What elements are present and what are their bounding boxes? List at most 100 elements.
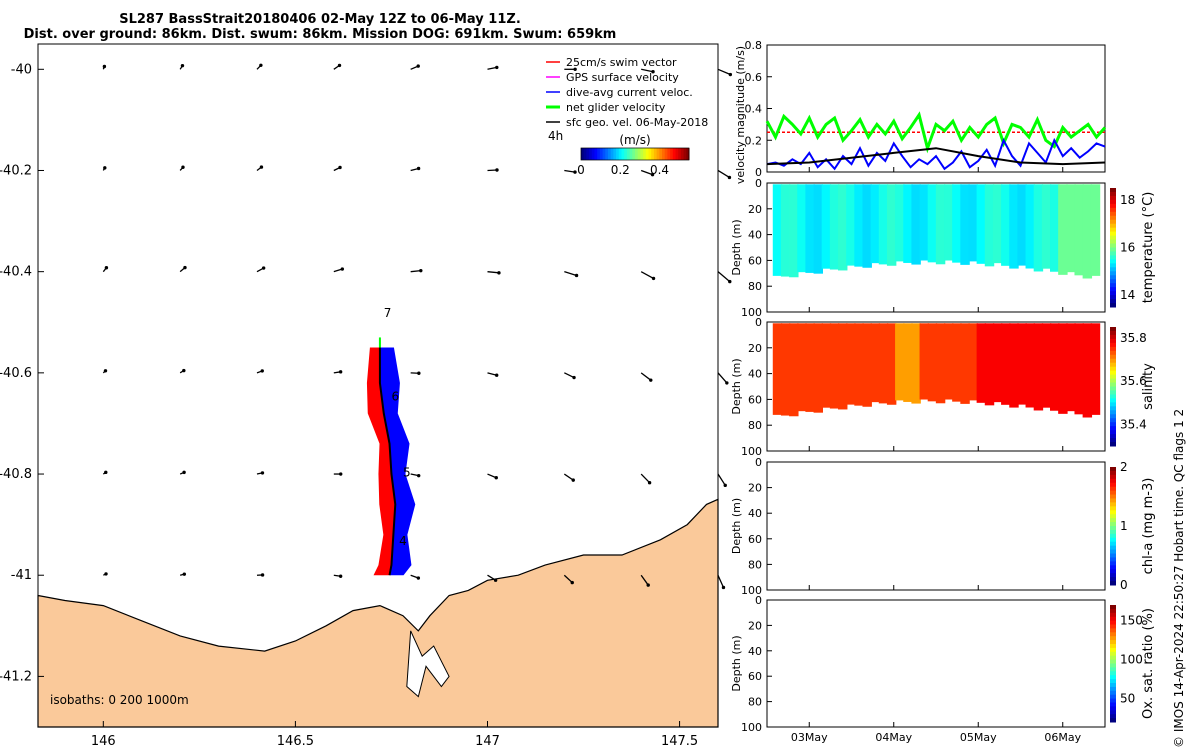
oxygen-colorbar-cell bbox=[1110, 690, 1116, 696]
temperature-section-cell bbox=[846, 184, 856, 266]
temperature-colorbar-cell bbox=[1110, 215, 1116, 221]
geo-velocity-arrowhead bbox=[497, 271, 501, 275]
geo-velocity-arrowhead bbox=[416, 576, 421, 580]
oxygen-colorbar-tick-label: 100 bbox=[1120, 653, 1143, 667]
current-velocity-swath bbox=[379, 347, 416, 576]
temperature-colorbar-tick-label: 18 bbox=[1120, 193, 1135, 207]
temperature-colorbar-cell bbox=[1110, 287, 1116, 292]
geo-velocity-arrowhead bbox=[260, 369, 264, 373]
colorbar-cell bbox=[651, 148, 655, 160]
temperature-ytick-label: 0 bbox=[755, 177, 762, 190]
temperature-ytick-label: 100 bbox=[741, 306, 762, 319]
oxygen-colorbar-cell bbox=[1110, 647, 1116, 653]
map-ytick-label: -41 bbox=[11, 568, 32, 583]
oxygen-colorbar-cell bbox=[1110, 620, 1116, 625]
colorbar-tick-label: 0 bbox=[577, 163, 585, 177]
geo-velocity-arrow bbox=[717, 574, 725, 588]
geo-velocity-arrow bbox=[717, 271, 731, 283]
geo-velocity-arrowhead bbox=[495, 168, 499, 172]
colorbar-cell bbox=[680, 148, 685, 160]
geo-velocity-arrow bbox=[640, 271, 654, 279]
colorbar-cell bbox=[629, 148, 633, 160]
colorbar-tick-label: 0.4 bbox=[650, 163, 669, 177]
temperature-colorbar-cell bbox=[1110, 188, 1116, 193]
temperature-section-cell bbox=[821, 184, 832, 269]
temperature-colorbar-cell bbox=[1110, 259, 1116, 264]
colorbar-cell bbox=[653, 148, 658, 160]
chla-colorbar-cell bbox=[1110, 467, 1116, 472]
geo-velocity-arrowhead bbox=[419, 268, 423, 273]
salinity-section-cell bbox=[854, 323, 864, 406]
chla-colorbar-cell bbox=[1110, 482, 1116, 488]
chla-colorbar-cell bbox=[1110, 502, 1116, 507]
salinity-section-cell bbox=[821, 323, 832, 408]
colorbar-cell bbox=[605, 148, 609, 160]
salinity-section-cell bbox=[805, 323, 815, 412]
salinity-colorbar-cell bbox=[1110, 438, 1116, 443]
geo-velocity-arrow bbox=[563, 473, 574, 481]
temperature-colorbar-cell bbox=[1110, 235, 1116, 241]
temperature-section-cell bbox=[805, 184, 815, 273]
chla-colorbar-cell bbox=[1110, 545, 1116, 551]
velocity-ytick-label: 0.8 bbox=[745, 39, 763, 52]
geo-velocity-arrowhead bbox=[495, 65, 499, 70]
time-xtick-label: 03May bbox=[791, 731, 828, 744]
geo-velocity-arrowhead bbox=[571, 478, 575, 482]
colorbar-cell bbox=[594, 148, 598, 160]
temperature-section-cell bbox=[1050, 184, 1060, 272]
temperature-section-cell bbox=[911, 184, 921, 265]
salinity-colorbar-cell bbox=[1110, 382, 1116, 387]
salinity-colorbar-cell bbox=[1110, 426, 1116, 431]
salinity-ytick-label: 80 bbox=[748, 419, 762, 432]
velocity-series-line bbox=[766, 147, 1106, 166]
oxygen-ytick-label: 20 bbox=[748, 619, 762, 632]
velocity-ylabel: velocity magnitude (m/s) bbox=[734, 46, 747, 184]
salinity-section-cell bbox=[772, 323, 783, 415]
chla-colorbar-cell bbox=[1110, 553, 1116, 558]
credit-text: © IMOS 14-Apr-2024 22:50:27 Hobart time.… bbox=[1172, 408, 1186, 748]
oxygen-colorbar-cell bbox=[1110, 671, 1116, 676]
salinity-colorbar-cell bbox=[1110, 370, 1116, 376]
geo-velocity-arrow bbox=[564, 169, 576, 173]
salinity-section-cell bbox=[846, 323, 856, 405]
salinity-section-cell bbox=[1009, 323, 1019, 408]
salinity-section-cell bbox=[1041, 323, 1052, 408]
colorbar-cell bbox=[640, 148, 644, 160]
temperature-section-cell bbox=[919, 184, 929, 261]
temperature-section-cell bbox=[1090, 184, 1101, 276]
oxygen-colorbar-tick-label: 50 bbox=[1120, 692, 1135, 706]
colorbar-cell bbox=[610, 148, 614, 160]
geo-velocity-arrowhead bbox=[260, 471, 265, 475]
geo-velocity-arrowhead bbox=[416, 64, 420, 68]
oxygen-colorbar-cell bbox=[1110, 714, 1116, 719]
salinity-section-cell bbox=[1050, 323, 1060, 411]
colorbar-cell bbox=[670, 148, 674, 160]
salinity-colorbar-tick-label: 35.6 bbox=[1120, 374, 1147, 388]
chla-colorbar-tick-label: 1 bbox=[1120, 519, 1128, 533]
legend-label: GPS surface velocity bbox=[566, 71, 679, 84]
salinity-colorbar-cell bbox=[1110, 390, 1116, 395]
temperature-section-cell bbox=[813, 184, 823, 274]
chla-colorbar-cell bbox=[1110, 478, 1116, 484]
oxygen-colorbar-cell bbox=[1110, 616, 1116, 622]
temperature-section-cell bbox=[944, 184, 954, 261]
chla-colorbar-cell bbox=[1110, 541, 1116, 547]
salinity-colorbar-cell bbox=[1110, 342, 1116, 348]
chla-ylabel: Depth (m) bbox=[730, 498, 743, 554]
time-xtick-label: 06May bbox=[1044, 731, 1081, 744]
colorbar-cell bbox=[632, 148, 636, 160]
salinity-section-cell bbox=[1066, 323, 1076, 412]
salinity-section-cell bbox=[919, 323, 929, 400]
map-ytick-label: -41.2 bbox=[0, 669, 32, 684]
temperature-colorbar-cell bbox=[1110, 191, 1116, 197]
salinity-colorbar-cell bbox=[1110, 350, 1116, 356]
salinity-section-cell bbox=[935, 323, 946, 404]
temperature-colorbar-cell bbox=[1110, 203, 1116, 209]
salinity-colorbar-cell bbox=[1110, 398, 1116, 403]
geo-velocity-arrowhead bbox=[728, 72, 733, 77]
salinity-ytick-label: 20 bbox=[748, 342, 762, 355]
oxygen-colorbar-cell bbox=[1110, 698, 1116, 703]
map-xtick-label: 147 bbox=[475, 734, 500, 749]
temperature-colorbar-cell bbox=[1110, 219, 1116, 225]
temperature-section-cell bbox=[968, 184, 978, 262]
